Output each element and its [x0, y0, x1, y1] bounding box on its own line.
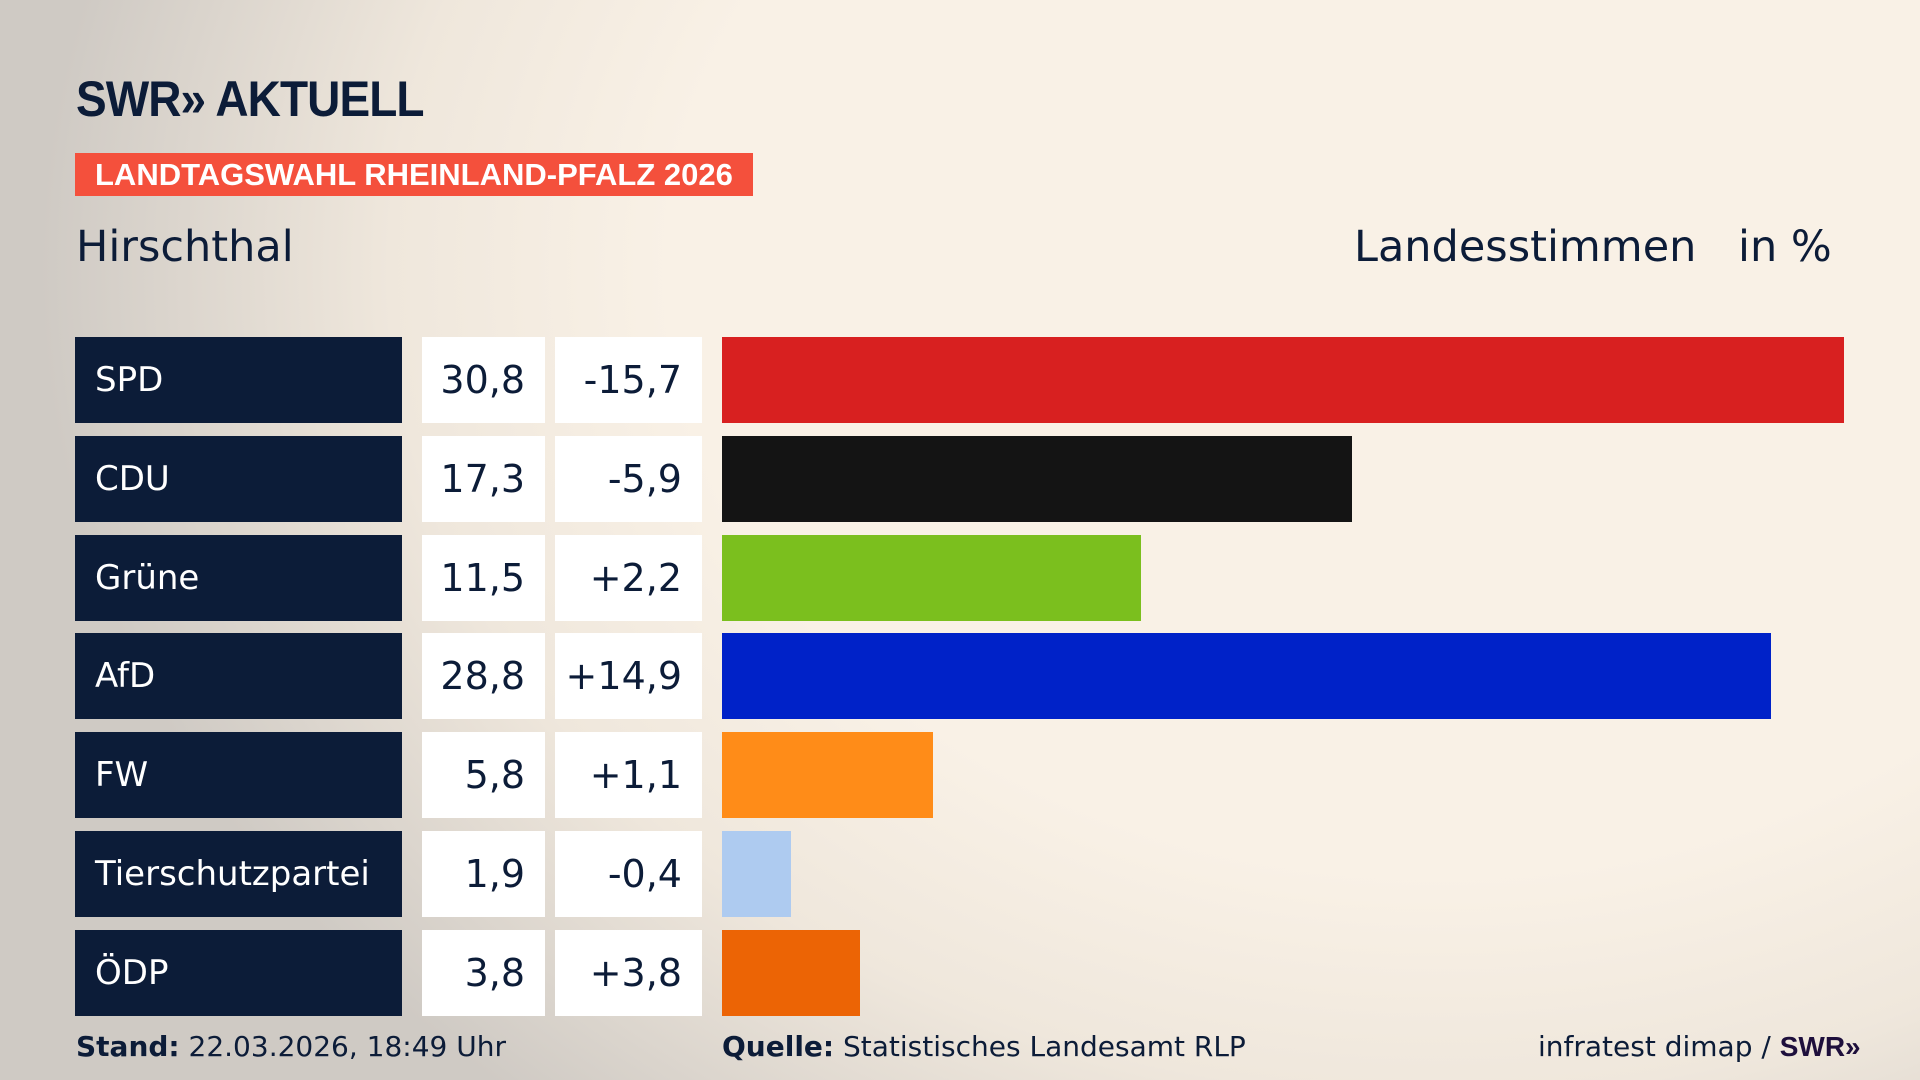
party-row: Tierschutzpartei 1,9 -0,4 [0, 831, 1920, 917]
location-title: Hirschthal [76, 222, 294, 272]
credit-text: infratest dimap / [1538, 1030, 1771, 1063]
vote-change: -0,4 [555, 831, 702, 917]
party-row: Grüne 11,5 +2,2 [0, 534, 1920, 621]
vote-change: +3,8 [555, 929, 702, 1016]
vote-change: -5,9 [555, 435, 702, 522]
stand-value: 22.03.2026, 18:49 Uhr [188, 1030, 506, 1063]
unit-label: in % [1738, 222, 1832, 272]
party-name: CDU [75, 435, 402, 522]
vote-change: +2,2 [555, 534, 702, 621]
party-name: SPD [75, 337, 402, 423]
vote-change: -15,7 [555, 337, 702, 423]
bar-tierschutzpartei [722, 831, 792, 917]
source-value: Statistisches Landesamt RLP [843, 1030, 1246, 1063]
bar-fw [722, 732, 934, 819]
measure-label: Landesstimmen [1354, 222, 1697, 272]
party-name: AfD [75, 633, 402, 720]
vote-change: +1,1 [555, 732, 702, 819]
swr-logo: SWR» [1779, 1031, 1861, 1062]
party-row: ÖDP 3,8 +3,8 [0, 929, 1920, 1016]
party-row: CDU 17,3 -5,9 [0, 435, 1920, 522]
bar-ödp [722, 929, 861, 1016]
vote-share: 28,8 [422, 633, 545, 720]
party-name: Tierschutzpartei [75, 831, 402, 917]
timestamp: Stand: 22.03.2026, 18:49 Uhr [76, 1030, 506, 1063]
party-row: SPD 30,8 -15,7 [0, 337, 1920, 423]
bar-cdu [722, 435, 1353, 522]
election-badge: LANDTAGSWAHL RHEINLAND-PFALZ 2026 [75, 153, 753, 196]
party-row: FW 5,8 +1,1 [0, 732, 1920, 819]
vote-share: 3,8 [422, 929, 545, 1016]
swr-aktuell-logo: SWR» AKTUELL [76, 71, 424, 127]
vote-share: 11,5 [422, 534, 545, 621]
source: Quelle: Statistisches Landesamt RLP [722, 1030, 1246, 1063]
party-name: ÖDP [75, 929, 402, 1016]
vote-change: +14,9 [555, 633, 702, 720]
party-name: FW [75, 732, 402, 819]
vote-share: 30,8 [422, 337, 545, 423]
party-name: Grüne [75, 534, 402, 621]
party-row: AfD 28,8 +14,9 [0, 633, 1920, 720]
bar-spd [722, 337, 1844, 423]
vote-share: 1,9 [422, 831, 545, 917]
credit: infratest dimap / SWR» [1538, 1030, 1861, 1063]
source-label: Quelle: [722, 1030, 835, 1063]
vote-share: 5,8 [422, 732, 545, 819]
bar-afd [722, 633, 1772, 720]
vote-share: 17,3 [422, 435, 545, 522]
bar-grüne [722, 534, 1141, 621]
stand-label: Stand: [76, 1030, 180, 1063]
